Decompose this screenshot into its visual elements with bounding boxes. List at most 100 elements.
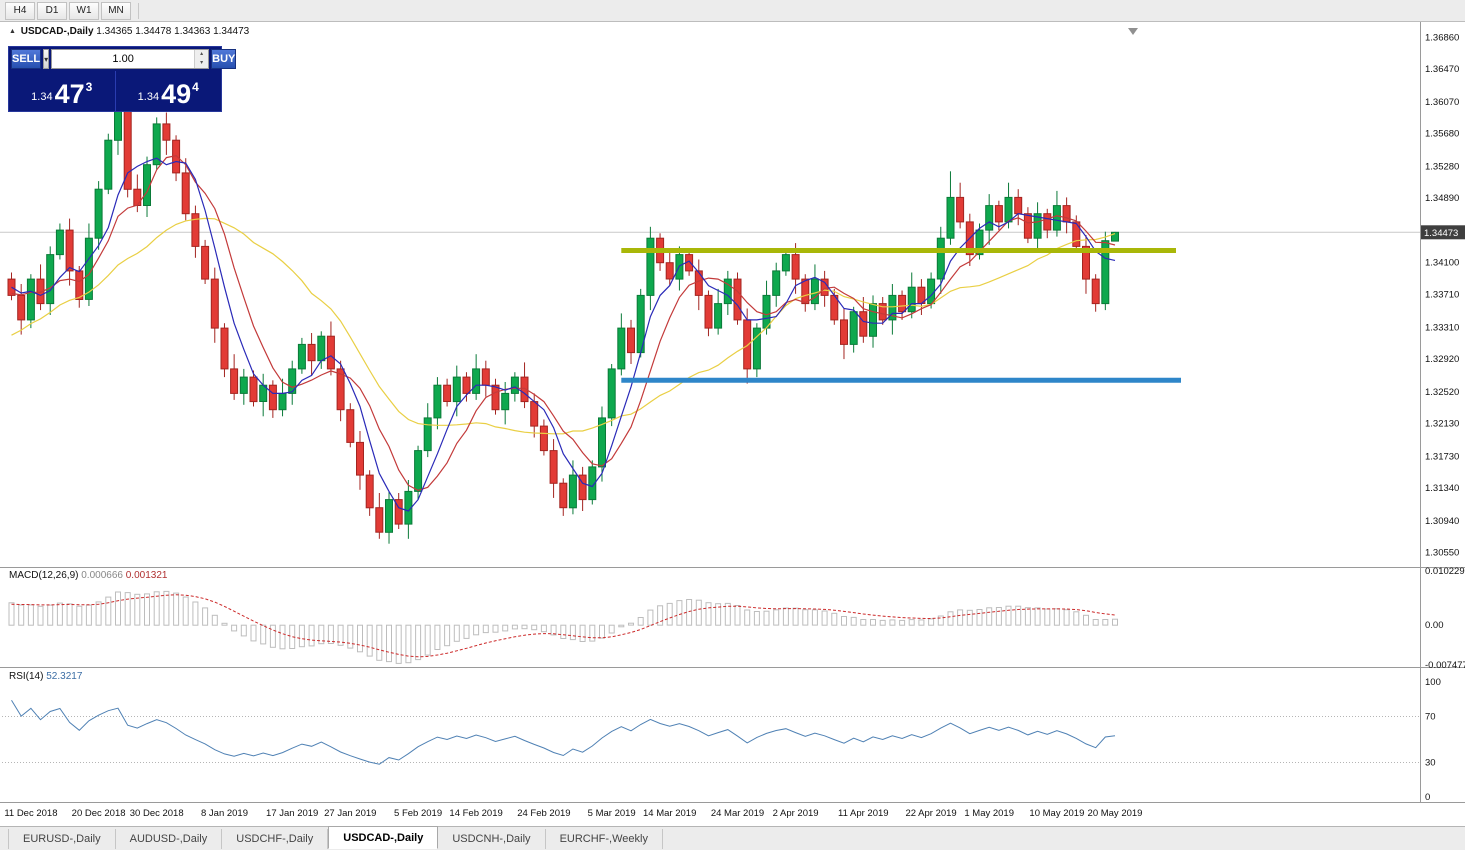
candle-body	[898, 294, 907, 313]
macd-bar	[1005, 605, 1012, 626]
candle-body	[433, 384, 442, 419]
macd-bar	[802, 609, 809, 626]
macd-bar	[773, 609, 780, 626]
chart-canvas[interactable]: 1.368601.364701.360701.356801.352801.348…	[0, 22, 1465, 826]
candle-body	[481, 368, 490, 386]
tab-eurchf-weekly[interactable]: EURCHF-,Weekly	[546, 828, 663, 849]
macd-bar	[76, 605, 83, 626]
time-axis-label: 1 May 2019	[964, 808, 1014, 819]
macd-bar	[879, 619, 886, 626]
candle-body	[1082, 245, 1090, 280]
price-scale[interactable]: 1.36860 1.36470 1.36070 1.35680 1.35280 1.348…	[1421, 32, 1465, 559]
tab-eurusd-daily[interactable]: EURUSD-,Daily	[8, 828, 116, 849]
macd-label: MACD(12,26,9) 0.000666 0.001321	[9, 570, 168, 581]
macd-signal-line	[11, 594, 1116, 658]
macd-bar	[202, 607, 209, 626]
time-axis-label: 30 Dec 2018	[130, 808, 184, 819]
macd-bar	[279, 624, 286, 650]
timeframe-w1-button[interactable]: W1	[69, 1, 99, 20]
candle-body	[356, 441, 364, 476]
macd-bar	[618, 624, 625, 628]
time-axis[interactable]: 11 Dec 2018 20 Dec 2018 30 Dec 2018 8 Jan 2…	[4, 808, 1142, 819]
macd-bar	[1083, 614, 1089, 626]
time-axis-label: 2 Apr 2019	[773, 808, 819, 819]
macd-bar	[405, 624, 412, 664]
sell-price-prefix: 1.34	[31, 91, 53, 103]
macd-bar	[540, 624, 547, 633]
chart-shift-marker-icon[interactable]	[1128, 28, 1138, 35]
macd-bar	[221, 622, 228, 626]
tab-usdchf-daily[interactable]: USDCHF-,Daily	[222, 828, 329, 849]
symbol-tab-bar: EURUSD-,Daily AUDUSD-,Daily USDCHF-,Dail…	[0, 826, 1465, 850]
candle-body	[317, 335, 326, 362]
macd-bar	[27, 604, 34, 626]
candle-body	[239, 376, 248, 394]
candle-body	[520, 376, 529, 403]
candle-body	[578, 474, 587, 501]
timeframe-h4-button[interactable]: H4	[5, 1, 35, 20]
macd-bar	[957, 609, 964, 626]
candle-body	[1101, 240, 1110, 305]
tab-usdcnh-daily[interactable]: USDCNH-,Daily	[438, 828, 546, 849]
macd-bar	[966, 609, 973, 626]
candle-body	[288, 368, 297, 394]
volume-decrease-button[interactable]: ▾	[195, 59, 209, 68]
sell-price[interactable]: 1.34 47 3	[9, 71, 115, 111]
macd-bar	[821, 610, 828, 626]
candle-body	[181, 172, 190, 215]
macd-bar	[192, 601, 199, 626]
timeframe-mn-button[interactable]: MN	[101, 1, 131, 20]
tab-usdcad-daily[interactable]: USDCAD-,Daily	[328, 826, 439, 849]
candle-body	[975, 229, 984, 256]
candle-body	[849, 311, 858, 345]
time-axis-label: 11 Apr 2019	[838, 808, 889, 819]
svg-text:1.32520: 1.32520	[1425, 387, 1459, 398]
macd-bar	[124, 592, 131, 626]
ma-fast-line	[11, 157, 1116, 512]
candle-body	[627, 327, 635, 354]
macd-bar	[357, 624, 363, 653]
rsi-line	[11, 699, 1116, 765]
candle-body	[452, 376, 461, 403]
sell-button[interactable]: SELL	[11, 49, 42, 69]
buy-price[interactable]: 1.34 49 4	[116, 71, 222, 111]
macd-bar	[1112, 618, 1118, 626]
candle-body	[385, 499, 393, 533]
macd-bar	[492, 624, 499, 633]
svg-text:1.34890: 1.34890	[1425, 193, 1459, 204]
macd-bar	[647, 609, 654, 626]
macd-bar	[811, 609, 818, 626]
macd-bar	[18, 604, 25, 626]
macd-bar	[608, 624, 615, 634]
candle-body	[326, 335, 335, 370]
candle-body	[994, 205, 1003, 223]
buy-button[interactable]: BUY	[211, 49, 237, 69]
macd-bar	[831, 612, 838, 626]
tab-audusd-daily[interactable]: AUDUSD-,Daily	[116, 828, 223, 849]
timeframe-d1-button[interactable]: D1	[37, 1, 67, 20]
macd-bar	[56, 602, 63, 626]
macd-bar	[318, 624, 325, 645]
macd-bar	[347, 624, 354, 649]
candle-body	[869, 303, 877, 337]
svg-text:0.010229: 0.010229	[1425, 566, 1465, 577]
candle-body	[936, 237, 945, 280]
macd-bar	[589, 624, 596, 642]
macd-bar	[792, 607, 799, 626]
candle-body	[55, 229, 64, 256]
volume-dropdown-button[interactable]: ▾	[43, 49, 50, 69]
macd-bar	[521, 624, 528, 630]
candle-body	[472, 368, 481, 394]
collapse-arrow-icon[interactable]: ▲	[9, 28, 16, 35]
volume-increase-button[interactable]: ▴	[195, 50, 209, 59]
macd-signal-value: 0.001321	[125, 570, 168, 581]
candle-body	[694, 270, 703, 296]
volume-input[interactable]	[52, 50, 195, 68]
macd-bar	[366, 624, 373, 657]
macd-bar	[1044, 608, 1051, 626]
buy-price-sup: 4	[192, 80, 199, 94]
macd-bar	[250, 624, 257, 642]
candle-body	[568, 474, 577, 509]
svg-text:1.35680: 1.35680	[1425, 129, 1459, 140]
